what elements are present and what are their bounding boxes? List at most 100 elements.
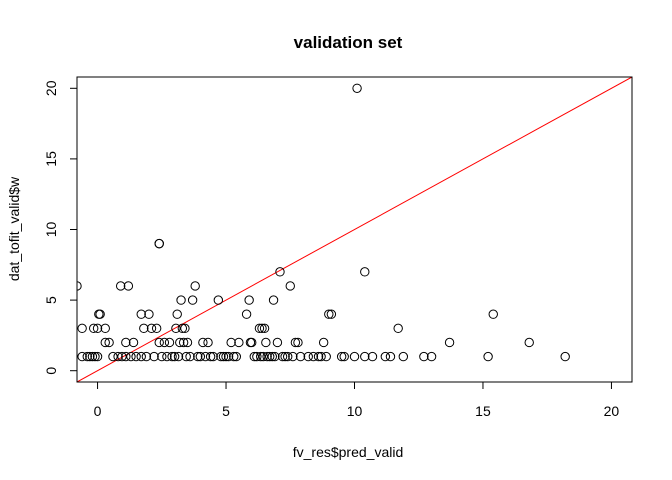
data-point <box>218 351 229 362</box>
data-point <box>113 351 123 362</box>
data-point <box>288 351 298 362</box>
data-point <box>77 351 87 362</box>
data-point <box>126 351 136 362</box>
data-point <box>164 337 175 348</box>
data-point <box>265 351 275 362</box>
y-axis-label: dat_tofit_valid$w <box>6 176 22 281</box>
data-point <box>100 323 110 334</box>
data-point <box>198 337 208 348</box>
data-point <box>285 281 295 291</box>
data-point <box>149 351 159 362</box>
data-point <box>258 351 268 362</box>
data-point <box>176 295 186 305</box>
data-point <box>326 309 337 319</box>
data-point <box>339 351 349 362</box>
data-point <box>419 351 429 362</box>
data-point <box>280 351 290 362</box>
y-tick-label: 0 <box>43 367 59 375</box>
y-tick-label: 20 <box>43 80 59 96</box>
data-point <box>349 351 360 362</box>
data-point <box>154 337 164 348</box>
data-point <box>136 351 146 362</box>
data-point <box>316 351 326 362</box>
data-point <box>261 337 271 348</box>
data-point <box>275 267 285 277</box>
data-point <box>117 351 127 362</box>
data-point <box>193 351 203 362</box>
data-point <box>182 337 193 348</box>
data-point <box>115 281 126 291</box>
data-point <box>303 351 313 362</box>
data-point <box>241 309 252 319</box>
data-point <box>277 351 288 362</box>
data-point <box>488 309 498 319</box>
data-point <box>208 351 218 362</box>
data-point <box>128 337 139 348</box>
data-point <box>87 351 98 362</box>
data-point <box>95 309 105 319</box>
y-axis: 0 5 10 15 20 <box>43 80 78 375</box>
data-point <box>352 83 362 93</box>
data-point <box>254 323 265 334</box>
data-point <box>393 323 403 334</box>
plot-frame <box>76 76 633 383</box>
data-point <box>560 351 570 362</box>
data-point <box>178 337 189 348</box>
data-point <box>157 351 167 362</box>
data-point <box>90 351 100 362</box>
data-point <box>385 351 396 362</box>
y-tick-label: 5 <box>43 296 59 304</box>
chart-title: validation set <box>294 33 403 52</box>
reference-line <box>77 77 632 382</box>
data-point <box>249 351 259 362</box>
x-axis: 0 5 10 15 20 <box>94 381 619 419</box>
data-point <box>175 337 185 348</box>
data-point <box>252 351 262 362</box>
data-point <box>221 351 231 362</box>
data-point <box>172 309 182 319</box>
data-point <box>195 351 206 362</box>
data-point <box>139 323 149 334</box>
data-point <box>171 323 181 334</box>
data-point <box>121 351 131 362</box>
data-point <box>89 323 99 334</box>
data-point <box>162 351 172 362</box>
x-tick-label: 10 <box>347 403 363 419</box>
data-point <box>268 295 279 305</box>
data-point <box>185 351 195 362</box>
x-tick-label: 5 <box>222 403 230 419</box>
x-tick-label: 0 <box>94 403 102 419</box>
data-point <box>154 238 164 249</box>
data-point <box>321 351 331 362</box>
data-point <box>267 351 277 362</box>
x-axis-label: fv_res$pred_valid <box>293 444 404 460</box>
data-point <box>295 351 306 362</box>
data-point <box>336 351 347 362</box>
data-point <box>104 337 114 348</box>
plot-marks <box>77 77 632 382</box>
data-point <box>398 351 409 362</box>
data-point <box>169 351 180 362</box>
data-point <box>247 337 257 348</box>
data-point <box>77 323 87 334</box>
data-point <box>318 337 329 348</box>
data-point <box>256 351 266 362</box>
plot-area <box>77 77 632 382</box>
data-point <box>136 309 146 319</box>
data-point <box>290 337 301 348</box>
data-point <box>146 323 157 334</box>
data-point <box>229 351 239 362</box>
data-point <box>257 323 267 334</box>
data-point <box>92 351 103 362</box>
data-point <box>131 351 141 362</box>
data-point <box>190 281 200 291</box>
data-point <box>308 351 319 362</box>
data-point <box>259 323 270 334</box>
data-point <box>324 309 334 319</box>
data-point <box>167 351 177 362</box>
data-point <box>173 351 184 362</box>
data-point <box>85 351 95 362</box>
data-point <box>360 351 370 362</box>
data-point <box>100 337 110 348</box>
